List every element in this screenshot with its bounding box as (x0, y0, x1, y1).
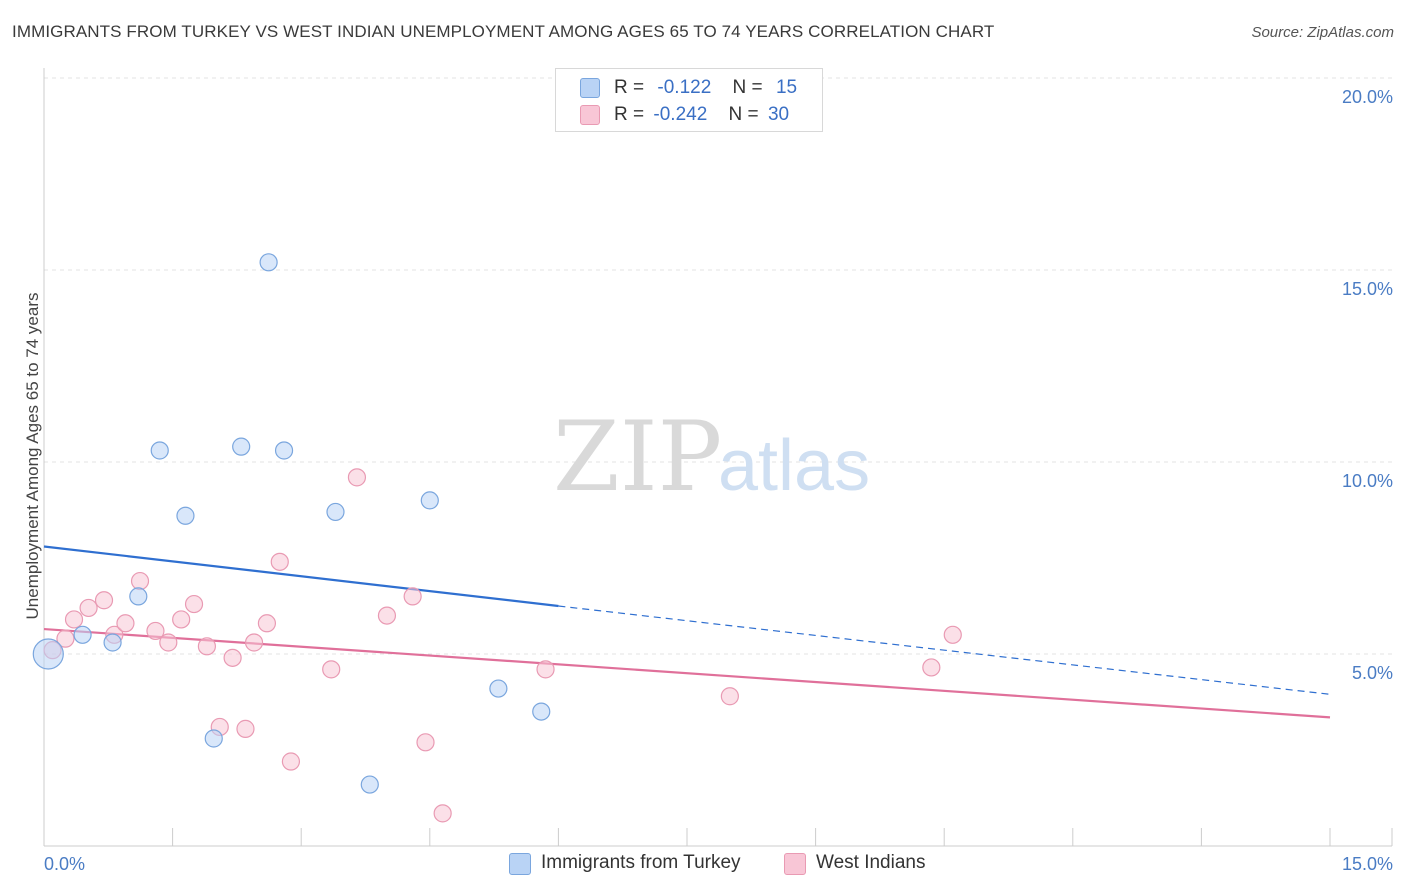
legend-r-value-west-indians: -0.242 (653, 104, 708, 125)
west-indians-point (159, 633, 178, 652)
bottom-legend-label-turkey: Immigrants from Turkey (541, 852, 741, 873)
west-indians-point (172, 610, 191, 629)
west-indians-point (197, 637, 216, 656)
turkey-point (32, 638, 64, 670)
watermark-atlas: atlas (718, 426, 870, 506)
west-indians-point (943, 625, 962, 644)
west-indians-point (223, 648, 242, 667)
turkey-point (259, 253, 278, 272)
chart-title: IMMIGRANTS FROM TURKEY VS WEST INDIAN UN… (12, 22, 995, 41)
legend-n-label: N = (728, 104, 759, 125)
x-tick-labels: 0.0% 15.0% (44, 854, 1393, 874)
west-indians-point (146, 621, 165, 641)
west-indians-point (322, 660, 341, 679)
grid-lines (44, 77, 1392, 655)
west-indians-point (281, 752, 301, 771)
turkey-point (103, 633, 122, 652)
legend-r-label: R = (614, 104, 645, 125)
west-indians-point (130, 571, 150, 591)
west-indians-point (257, 614, 277, 633)
turkey-trend-extension (558, 605, 1331, 695)
source-label: Source: ZipAtlas.com (1251, 24, 1394, 41)
turkey-point (73, 625, 92, 644)
legend-n-value-west-indians: 30 (767, 104, 790, 125)
bottom-legend-swatch-pink (784, 853, 806, 875)
correlation-legend: R = -0.122 N = 15 R = -0.242 N = 30 (555, 68, 823, 132)
legend-swatch-pink (580, 105, 600, 125)
west-indians-point (403, 587, 422, 606)
west-indians-point (184, 594, 204, 614)
legend-r-value-turkey: -0.122 (657, 77, 712, 98)
y-axis-label: Unemployment Among Ages 65 to 74 years (23, 293, 42, 620)
turkey-point (204, 729, 223, 748)
legend-r-label: R = (614, 77, 645, 98)
west-indians-point (922, 658, 941, 677)
turkey-point (150, 441, 169, 460)
x-tick-label: 15.0% (1342, 854, 1393, 874)
west-indians-point (270, 552, 289, 571)
turkey-point (326, 502, 345, 522)
y-tick-labels: 5.0% 10.0% 15.0% 20.0% (1342, 87, 1393, 683)
y-tick-label: 10.0% (1342, 471, 1393, 491)
bottom-legend-swatch-blue (509, 853, 531, 875)
y-tick-label: 15.0% (1342, 279, 1393, 299)
west-indians-point (720, 687, 739, 706)
west-indians-point (416, 733, 435, 752)
turkey-point (360, 775, 379, 794)
turkey-point (232, 437, 251, 456)
west-indians-point (347, 468, 367, 487)
legend-n-value-turkey: 15 (775, 77, 798, 98)
watermark-zip: ZIP (553, 401, 722, 513)
turkey-point (129, 587, 148, 606)
west-indians-point (94, 591, 114, 610)
west-indians-point (116, 614, 135, 633)
x-tick-label: 0.0% (44, 854, 85, 874)
west-indians-point (64, 610, 84, 629)
west-indians-point (433, 804, 452, 823)
west-indians-point (377, 606, 397, 625)
turkey-trend-line (43, 545, 559, 608)
y-tick-label: 20.0% (1342, 87, 1393, 107)
turkey-points (32, 253, 551, 794)
y-tick-label: 5.0% (1352, 663, 1393, 683)
west-indians-point (56, 629, 75, 648)
bottom-legend-label-west-indians: West Indians (816, 852, 926, 873)
legend-swatch-blue (580, 78, 600, 98)
west-indians-point (536, 660, 555, 679)
turkey-point (489, 679, 508, 698)
west-indians-point (79, 598, 98, 618)
turkey-point (176, 506, 195, 525)
watermark: ZIP atlas (553, 401, 870, 513)
legend-n-label: N = (732, 77, 763, 98)
west-indians-trend-line (43, 627, 1331, 719)
turkey-point (274, 441, 294, 460)
west-indians-point (244, 633, 264, 652)
west-indians-point (236, 719, 255, 738)
axes (43, 68, 1393, 847)
trend-lines (43, 545, 1331, 719)
turkey-point (420, 491, 439, 510)
turkey-point (532, 702, 551, 721)
